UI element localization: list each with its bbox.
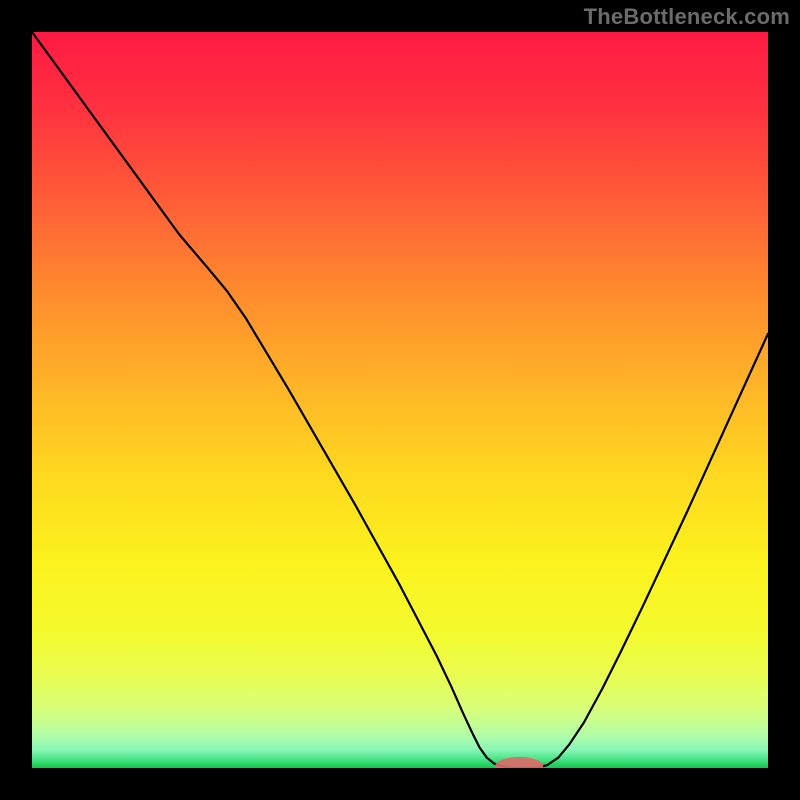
chart-frame: TheBottleneck.com — [0, 0, 800, 800]
plot-svg — [32, 32, 768, 768]
watermark-text: TheBottleneck.com — [584, 4, 790, 30]
plot-area — [32, 32, 768, 768]
gradient-background — [32, 32, 768, 768]
